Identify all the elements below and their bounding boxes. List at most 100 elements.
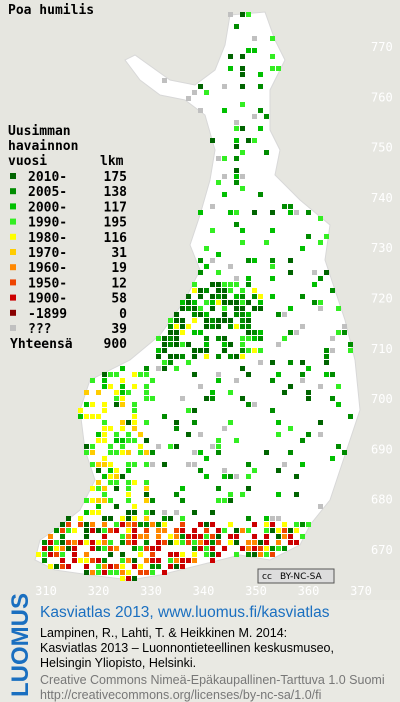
record-square xyxy=(294,474,299,479)
record-square xyxy=(120,444,125,449)
record-square xyxy=(228,492,233,497)
record-square xyxy=(180,516,185,521)
record-square xyxy=(222,84,227,89)
record-square xyxy=(276,312,281,317)
record-square xyxy=(168,360,173,365)
record-square xyxy=(240,150,245,155)
record-square xyxy=(228,420,233,425)
record-square xyxy=(186,432,191,437)
record-square xyxy=(234,144,239,149)
record-square xyxy=(234,378,239,383)
record-square xyxy=(84,498,89,503)
record-square xyxy=(120,474,125,479)
record-square xyxy=(132,420,137,425)
record-square xyxy=(162,366,167,371)
record-square xyxy=(144,534,149,539)
record-square xyxy=(114,402,119,407)
record-square xyxy=(270,264,275,269)
record-square xyxy=(168,318,173,323)
record-square xyxy=(306,390,311,395)
record-square xyxy=(240,228,245,233)
record-square xyxy=(180,318,185,323)
record-square xyxy=(336,306,341,311)
record-square xyxy=(150,378,155,383)
record-square xyxy=(132,558,137,563)
record-square xyxy=(186,558,191,563)
record-square xyxy=(324,348,329,353)
record-square xyxy=(102,378,107,383)
record-square xyxy=(132,426,137,431)
record-square xyxy=(132,564,137,569)
record-square xyxy=(330,456,335,461)
record-square xyxy=(288,360,293,365)
record-square xyxy=(234,300,239,305)
record-square xyxy=(180,552,185,557)
record-square xyxy=(42,558,47,563)
record-square xyxy=(186,306,191,311)
record-square xyxy=(84,402,89,407)
record-square xyxy=(222,426,227,431)
record-square xyxy=(126,570,131,575)
record-square xyxy=(144,438,149,443)
legend-swatch xyxy=(10,188,16,195)
record-square xyxy=(96,480,101,485)
record-square xyxy=(168,342,173,347)
record-square xyxy=(102,408,107,413)
record-square xyxy=(234,354,239,359)
record-square xyxy=(264,114,269,119)
record-square xyxy=(228,474,233,479)
record-square xyxy=(174,540,179,545)
record-square xyxy=(192,372,197,377)
record-square xyxy=(318,504,323,509)
record-square xyxy=(144,420,149,425)
record-square xyxy=(246,318,251,323)
north-grid-label: 690 xyxy=(371,442,393,456)
record-square xyxy=(234,126,239,131)
legend-count: 116 xyxy=(104,231,128,246)
record-square xyxy=(114,486,119,491)
north-grid-label: 700 xyxy=(371,392,393,406)
record-square xyxy=(264,522,269,527)
record-square xyxy=(234,438,239,443)
record-square xyxy=(216,498,221,503)
record-square xyxy=(240,54,245,59)
record-square xyxy=(312,300,317,305)
license-url[interactable]: http://creativecommons.org/licenses/by-n… xyxy=(40,688,321,702)
record-square xyxy=(66,546,71,551)
record-square xyxy=(96,438,101,443)
badge-icon: cc xyxy=(262,572,272,582)
record-square xyxy=(102,486,107,491)
record-square xyxy=(114,468,119,473)
record-square xyxy=(318,240,323,245)
record-square xyxy=(264,540,269,545)
record-square xyxy=(132,510,137,515)
record-square xyxy=(126,390,131,395)
record-square xyxy=(336,384,341,389)
record-square xyxy=(84,564,89,569)
record-square xyxy=(48,564,53,569)
record-square xyxy=(240,102,245,107)
record-square xyxy=(186,462,191,467)
record-square xyxy=(102,438,107,443)
atlas-link[interactable]: Kasviatlas 2013, www.luomus.fi/kasviatla… xyxy=(40,604,330,621)
record-square xyxy=(240,324,245,329)
record-square xyxy=(342,450,347,455)
record-square xyxy=(270,516,275,521)
record-square xyxy=(186,342,191,347)
record-square xyxy=(246,282,251,287)
record-square xyxy=(192,408,197,413)
record-square xyxy=(234,174,239,179)
record-square xyxy=(228,210,233,215)
record-square xyxy=(114,372,119,377)
record-square xyxy=(162,540,167,545)
record-square xyxy=(270,66,275,71)
record-square xyxy=(234,294,239,299)
record-square xyxy=(114,432,119,437)
record-square xyxy=(264,150,269,155)
record-square xyxy=(168,540,173,545)
record-square xyxy=(210,522,215,527)
record-square xyxy=(144,498,149,503)
record-square xyxy=(102,474,107,479)
record-square xyxy=(126,540,131,545)
record-square xyxy=(210,300,215,305)
